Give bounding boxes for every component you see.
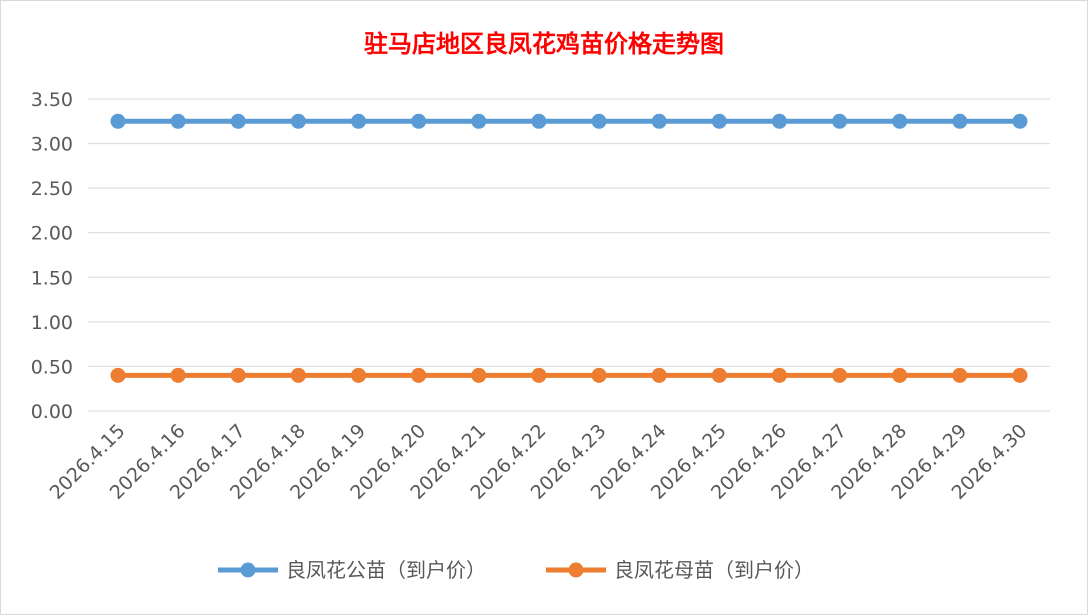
data-point xyxy=(832,113,848,129)
y-tick-label: 2.00 xyxy=(31,223,73,245)
data-point xyxy=(230,367,246,383)
data-point xyxy=(832,367,848,383)
data-point xyxy=(531,367,547,383)
data-point xyxy=(651,367,667,383)
data-point xyxy=(170,113,186,129)
y-tick-label: 3.00 xyxy=(31,134,73,156)
data-point xyxy=(290,367,306,383)
data-point xyxy=(351,367,367,383)
data-point xyxy=(771,367,787,383)
y-tick-label: 0.50 xyxy=(31,356,73,378)
data-point xyxy=(952,367,968,383)
data-point xyxy=(471,113,487,129)
data-point xyxy=(471,367,487,383)
data-point xyxy=(170,367,186,383)
y-tick-label: 0.00 xyxy=(31,401,73,423)
y-tick-label: 3.50 xyxy=(31,89,73,111)
data-point xyxy=(651,113,667,129)
data-point xyxy=(1012,113,1028,129)
data-point xyxy=(351,113,367,129)
data-point xyxy=(411,113,427,129)
data-point xyxy=(1012,367,1028,383)
chart-title: 驻马店地区良凤花鸡苗价格走势图 xyxy=(364,29,724,58)
y-axis: 0.00 0.50 1.00 1.50 2.00 2.50 3.00 3.50 xyxy=(31,89,73,423)
data-point xyxy=(591,367,607,383)
legend-label-1: 良凤花公苗（到户价） xyxy=(286,558,486,582)
data-point xyxy=(290,113,306,129)
data-point xyxy=(892,367,908,383)
data-point xyxy=(411,367,427,383)
y-tick-label: 1.00 xyxy=(31,312,73,334)
data-point xyxy=(110,113,126,129)
y-tick-label: 2.50 xyxy=(31,178,73,200)
data-point xyxy=(711,367,727,383)
series-group xyxy=(110,113,1028,383)
data-point xyxy=(230,113,246,129)
data-point xyxy=(711,113,727,129)
data-point xyxy=(110,367,126,383)
legend-swatch-marker xyxy=(240,562,256,578)
y-tick-label: 1.50 xyxy=(31,267,73,289)
data-point xyxy=(952,113,968,129)
legend: 良凤花公苗（到户价） 良凤花母苗（到户价） xyxy=(218,558,814,582)
legend-label-2: 良凤花母苗（到户价） xyxy=(614,558,814,582)
data-point xyxy=(531,113,547,129)
data-point xyxy=(892,113,908,129)
data-point xyxy=(771,113,787,129)
x-axis: 2026.4.152026.4.162026.4.172026.4.182026… xyxy=(46,420,1032,504)
legend-swatch-marker xyxy=(568,562,584,578)
data-point xyxy=(591,113,607,129)
gridlines xyxy=(88,98,1050,412)
